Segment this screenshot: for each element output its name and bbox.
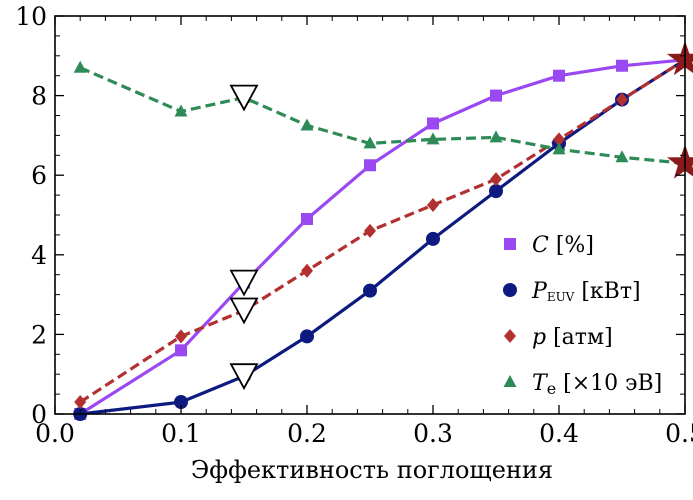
data-point-0	[490, 89, 502, 102]
data-point-0	[553, 69, 565, 82]
x-tick-label: 0.0	[35, 419, 75, 448]
annotations	[229, 40, 693, 391]
data-point-3	[615, 150, 629, 163]
data-point-2	[616, 92, 628, 107]
legend-marker-3	[503, 375, 517, 387]
data-point-1	[426, 231, 440, 246]
y-tick-label: 10	[15, 2, 47, 31]
data-point-2	[74, 395, 87, 410]
data-point-2	[364, 223, 376, 238]
x-tick-label: 0.5	[665, 419, 693, 448]
data-point-3	[426, 132, 440, 145]
legend-label-1: PEUV [кВт]	[531, 279, 641, 304]
x-tick-label: 0.1	[161, 419, 201, 448]
data-point-0	[427, 117, 439, 130]
y-tick-label: 4	[31, 241, 47, 270]
legend-marker-0	[504, 238, 516, 250]
data-point-0	[301, 212, 313, 225]
data-point-2	[553, 132, 565, 147]
series-line-0	[79, 58, 686, 416]
y-tick-label: 6	[31, 161, 47, 190]
legend-label-0: C [%]	[532, 233, 594, 258]
plot-frame	[54, 15, 686, 415]
star-marker	[666, 40, 693, 76]
legend-marker-2	[504, 329, 516, 343]
x-tick-label: 0.4	[539, 419, 579, 448]
legend-label-2: p [атм]	[532, 325, 613, 350]
data-point-0	[364, 159, 376, 172]
legend-marker-1	[503, 283, 517, 297]
series-line-1	[80, 58, 686, 416]
series-line-2	[79, 58, 686, 404]
data-point-3	[489, 130, 503, 143]
data-point-3	[174, 104, 188, 117]
data-point-1	[174, 395, 188, 410]
x-axis-title: Эффективность поглощения	[191, 456, 553, 484]
data-point-0	[175, 344, 187, 357]
data-point-2	[175, 329, 187, 344]
axis-ticks: 0.0 0.1 0.2 0.3 0.4 0.5 0 2 4 6 8 10	[15, 2, 693, 448]
open-triangle-marker	[229, 84, 259, 112]
legend-label-3: Te [×10 эВ]	[532, 371, 662, 398]
x-tick-label: 0.3	[413, 419, 453, 448]
data-point-0	[616, 59, 628, 72]
y-tick-label: 0	[31, 400, 47, 429]
data-point-1	[300, 329, 314, 344]
open-triangle-marker	[229, 297, 259, 325]
series-lines	[79, 58, 686, 416]
legend: C [%] PEUV [кВт] p [атм] Te [×10 эВ]	[503, 233, 662, 398]
data-point-3	[73, 60, 87, 73]
data-point-1	[363, 283, 377, 298]
data-point-2	[301, 263, 313, 278]
y-tick-label: 8	[31, 82, 47, 111]
data-point-2	[427, 198, 439, 213]
y-tick-label: 2	[31, 320, 47, 349]
x-tick-label: 0.2	[287, 419, 327, 448]
data-point-3	[552, 142, 566, 155]
open-triangle-marker	[229, 363, 259, 391]
data-point-2	[490, 172, 502, 187]
series-line-3	[79, 66, 686, 165]
series-markers	[73, 52, 692, 421]
data-point-3	[300, 118, 314, 131]
star-marker	[666, 144, 693, 179]
plot-frame-rect	[54, 15, 686, 415]
data-point-3	[363, 136, 377, 149]
data-point-1	[489, 184, 503, 199]
open-triangle-marker	[229, 269, 259, 297]
